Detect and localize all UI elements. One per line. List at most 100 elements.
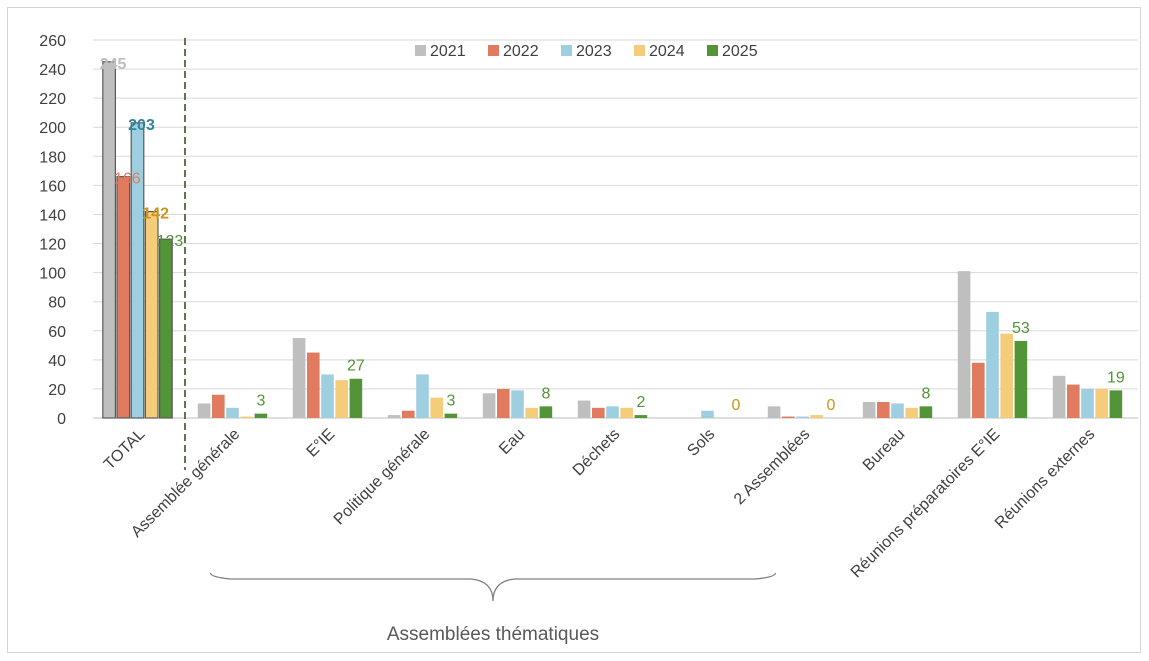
- bar-2022-4: [497, 388, 510, 418]
- bar-2024-7: [810, 415, 823, 418]
- category-label: TOTAL: [101, 426, 149, 474]
- bar-2021-0: [102, 61, 117, 419]
- bar-2023-3: [416, 374, 429, 418]
- category-label: Eau: [496, 426, 528, 458]
- bar-2025-3: [444, 413, 458, 418]
- y-tick-label: 140: [39, 207, 66, 224]
- group-brace: [209, 572, 777, 602]
- bar-2024-2: [335, 380, 348, 418]
- data-label: 3: [446, 393, 455, 410]
- bar-2022-8: [877, 402, 890, 418]
- category-label: Déchets: [570, 426, 624, 480]
- y-tick-label: 180: [39, 149, 66, 166]
- legend: 2021 2022 2023 2024 2025: [415, 43, 758, 60]
- bar-2024-3: [430, 397, 443, 418]
- bar-2025-9: [1014, 340, 1028, 418]
- bar-2025-2: [349, 378, 363, 418]
- legend-label-2022: 2022: [503, 43, 539, 60]
- bar-2024-9: [1000, 333, 1013, 418]
- legend-label-2024: 2024: [649, 43, 685, 60]
- chart-frame: [7, 7, 1141, 653]
- bar-2022-7: [782, 416, 795, 418]
- bar-2022-5: [592, 407, 605, 418]
- data-label: 0: [826, 397, 835, 414]
- y-tick-label: 120: [39, 237, 66, 254]
- bar-2023-0: [130, 122, 145, 419]
- bar-2021-9: [957, 271, 971, 418]
- data-label: 0: [731, 397, 740, 414]
- bar-2022-3: [402, 410, 415, 418]
- category-label: Réunions externes: [992, 426, 1098, 532]
- bar-2023-5: [606, 406, 619, 418]
- bar-2023-7: [796, 416, 809, 418]
- bar-2025-4: [539, 406, 553, 418]
- legend-swatch-2024: [634, 45, 645, 56]
- bar-2024-1: [240, 416, 253, 418]
- data-labels: 245 166 203 142 123 3 27 3 8 2 0 0 8 53 19: [100, 56, 1125, 414]
- bar-2021-3: [387, 415, 401, 418]
- data-label: 3: [256, 393, 265, 410]
- bar-2025-0: [159, 238, 173, 419]
- y-tick-label: 240: [39, 62, 66, 79]
- group-annotation: Assemblées thématiques: [209, 572, 777, 645]
- data-label: 2: [636, 394, 645, 411]
- bar-2022-1: [212, 394, 225, 418]
- bar-2023-1: [226, 407, 239, 418]
- bar-2023-8: [891, 403, 904, 418]
- legend-swatch-2022: [488, 45, 499, 56]
- legend-label-2021: 2021: [430, 43, 466, 60]
- category-label: Réunions préparatoires E°IE: [848, 426, 1004, 582]
- bar-2024-8: [905, 407, 918, 418]
- data-label: 123: [157, 233, 184, 250]
- bar-2023-4: [511, 390, 524, 418]
- bar-2021-2: [292, 338, 306, 418]
- bar-2022-10: [1067, 384, 1080, 418]
- bar-2024-4: [525, 407, 538, 418]
- bar-2025-1: [254, 413, 268, 418]
- bar-2024-10: [1095, 388, 1108, 418]
- legend-label-2025: 2025: [722, 43, 758, 60]
- bar-2021-1: [197, 403, 211, 418]
- category-label: E°IE: [304, 426, 339, 461]
- data-label: 53: [1012, 320, 1030, 337]
- bar-2024-5: [620, 407, 633, 418]
- data-label: 203: [128, 117, 155, 134]
- group-label: Assemblées thématiques: [387, 624, 599, 645]
- y-tick-label: 220: [39, 91, 66, 108]
- bar-2021-7: [767, 406, 781, 418]
- data-label: 19: [1107, 369, 1125, 386]
- legend-swatch-2025: [707, 45, 718, 56]
- bar-2025-8: [919, 406, 933, 418]
- category-label: Sols: [684, 426, 718, 460]
- y-tick-label: 200: [39, 120, 66, 137]
- legend-swatch-2021: [415, 45, 426, 56]
- category-label: Assemblée générale: [128, 426, 243, 541]
- category-label: Politique générale: [331, 426, 434, 529]
- y-axis: 0 20 40 60 80 100 120 140 160 180 200 220 240 260: [39, 33, 66, 428]
- bar-2025-10: [1109, 390, 1123, 418]
- y-tick-label: 60: [48, 324, 66, 341]
- bar-2023-9: [986, 311, 999, 418]
- data-label: 142: [142, 206, 169, 223]
- bar-2021-8: [862, 402, 876, 418]
- bar-2025-5: [634, 415, 648, 418]
- y-tick-label: 20: [48, 382, 66, 399]
- legend-label-2023: 2023: [576, 43, 612, 60]
- bar-2022-2: [307, 352, 320, 418]
- bar-2023-6: [701, 410, 714, 418]
- category-label: 2 Assemblées: [731, 426, 813, 508]
- bar-2023-2: [321, 374, 334, 418]
- y-tick-label: 80: [48, 295, 66, 312]
- gridlines: [93, 39, 1138, 419]
- bars: [102, 61, 1123, 419]
- bar-2022-0: [116, 176, 131, 419]
- data-label: 8: [921, 385, 930, 402]
- data-label: 245: [100, 56, 127, 73]
- data-label: 27: [347, 358, 365, 375]
- bar-2024-0: [144, 210, 159, 419]
- y-tick-label: 0: [57, 411, 66, 428]
- y-tick-label: 260: [39, 33, 66, 50]
- legend-swatch-2023: [561, 45, 572, 56]
